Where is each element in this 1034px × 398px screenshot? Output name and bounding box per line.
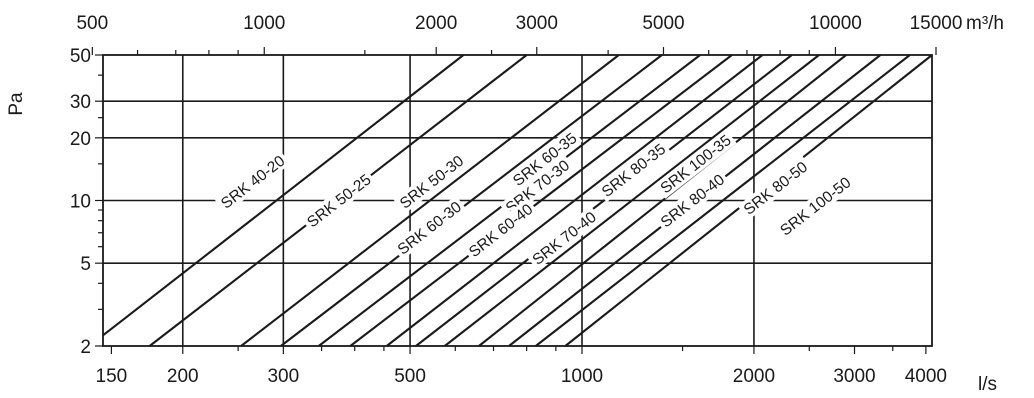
series-line	[535, 54, 911, 347]
series-label-background	[499, 154, 576, 219]
y-tick-label: 10	[70, 192, 91, 213]
series-label-background	[595, 137, 672, 203]
y-tick-label: 2	[80, 337, 91, 358]
series-label-background	[526, 205, 602, 271]
x-tick-label: 300	[267, 366, 299, 387]
x2-tick-label: 500	[76, 13, 108, 34]
series-label-background	[654, 168, 731, 233]
y-tick-label: 30	[70, 92, 91, 113]
series-line	[280, 54, 663, 347]
x2-tick-label: 2000	[415, 13, 457, 34]
x2-axis-unit-label: m³/h	[966, 13, 1004, 34]
y-tick-label: 50	[70, 46, 91, 67]
x2-tick-label: 15000	[910, 13, 963, 34]
series-label-background	[773, 171, 857, 241]
series-label-background	[654, 128, 737, 199]
x-tick-label: 200	[167, 366, 199, 387]
x2-tick-label: 3000	[516, 13, 558, 34]
series-label-background	[214, 149, 291, 215]
x2-tick-label: 5000	[642, 13, 684, 34]
x-tick-label: 1000	[561, 366, 603, 387]
series-line	[386, 54, 764, 347]
y-tick-label: 20	[70, 129, 91, 150]
series-label-background	[300, 168, 377, 233]
x-axis-unit-label: l/s	[978, 374, 997, 395]
y-tick-label: 5	[80, 254, 91, 275]
series-line	[349, 54, 733, 347]
x-tick-label: 4000	[905, 366, 947, 387]
axis-labels: 2 5 10 20 30 50 150 200 300 500 1000 2000 3000 4000 50…	[70, 13, 963, 387]
series-label-background	[506, 126, 583, 192]
series-label-background	[737, 155, 814, 221]
x-tick-label: 3000	[833, 366, 875, 387]
series-line	[415, 54, 793, 347]
series-line	[478, 54, 847, 347]
series-line	[444, 54, 820, 347]
plot-frame	[102, 54, 933, 347]
x-tick-label: 500	[394, 366, 426, 387]
series-label-background	[393, 149, 470, 215]
x2-tick-label: 10000	[809, 13, 862, 34]
x2-tick-label: 1000	[243, 13, 285, 34]
series-label-background	[462, 197, 539, 263]
x-tick-label: 150	[96, 366, 128, 387]
series-line	[240, 54, 620, 347]
series-label-background	[391, 195, 467, 260]
series-line	[102, 54, 465, 337]
y-axis-label: Pa	[6, 92, 27, 116]
x-tick-label: 2000	[733, 366, 775, 387]
